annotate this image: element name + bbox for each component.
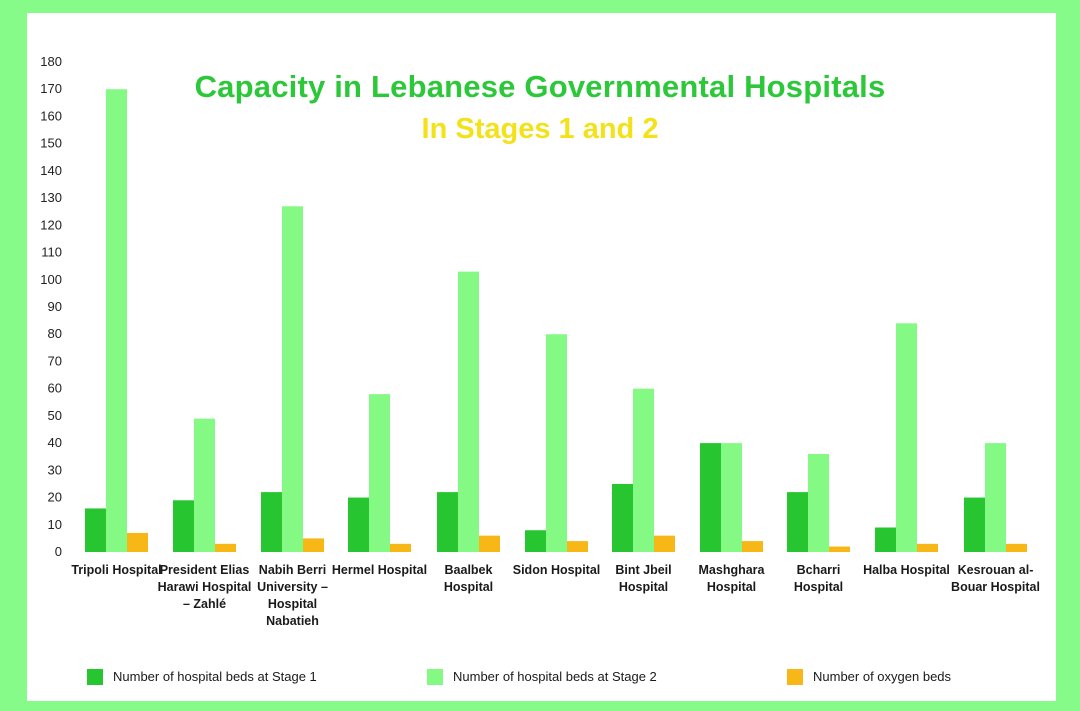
y-tick-label: 80 (48, 326, 62, 341)
bar-stage1 (525, 530, 546, 552)
y-tick-label: 140 (40, 163, 62, 178)
bar-stage2 (369, 394, 390, 552)
y-tick-label: 40 (48, 435, 62, 450)
chart-frame (27, 13, 1056, 701)
bar-oxygen (567, 541, 588, 552)
x-tick-label: Hermel Hospital (331, 563, 428, 577)
bar-stage1 (437, 492, 458, 552)
legend-swatch (427, 669, 443, 685)
chart-title: Capacity in Lebanese Governmental Hospit… (194, 69, 886, 104)
bar-stage1 (173, 500, 194, 552)
bar-oxygen (829, 546, 850, 552)
bar-stage1 (875, 527, 896, 552)
bar-oxygen (479, 535, 500, 552)
x-tick-label: Bint Jbeil Hospital (615, 563, 672, 594)
y-tick-label: 0 (55, 544, 62, 559)
x-tick-label: Sidon Hospital (512, 563, 601, 577)
bar-oxygen (390, 543, 411, 552)
y-tick-label: 50 (48, 408, 62, 423)
bar-stage1 (964, 497, 985, 552)
x-tick-label: Kesrouan al-Bouar Hospital (951, 563, 1040, 594)
bar-stage2 (458, 271, 479, 552)
x-tick-label: Bcharri Hospital (793, 563, 844, 594)
y-tick-label: 180 (40, 54, 62, 69)
y-tick-label: 90 (48, 299, 62, 314)
bar-oxygen (1006, 543, 1027, 552)
legend-label: Number of hospital beds at Stage 2 (453, 669, 657, 684)
bar-oxygen (742, 541, 763, 552)
x-tick-label: Mashghara Hospital (698, 563, 765, 594)
bar-stage2 (721, 443, 742, 552)
y-axis: 0 10 20 30 40 50 60 70 80 90 100 110 120 130 140 150 160… (40, 54, 62, 559)
y-tick-label: 100 (40, 272, 62, 287)
legend-label: Number of oxygen beds (813, 669, 952, 684)
bar-oxygen (303, 538, 324, 552)
bar-oxygen (654, 535, 675, 552)
x-tick-label: Baalbek Hospital (443, 563, 494, 594)
bar-stage2 (633, 388, 654, 552)
legend-label: Number of hospital beds at Stage 1 (113, 669, 317, 684)
bar-stage2 (896, 323, 917, 552)
x-tick-label: Tripoli Hospital (71, 563, 162, 577)
y-tick-label: 20 (48, 490, 62, 505)
bar-stage1 (612, 483, 633, 552)
x-tick-label: Halba Hospital (863, 563, 950, 577)
bar-oxygen (215, 543, 236, 552)
y-tick-label: 70 (48, 353, 62, 368)
x-tick-label: President Elias Harawi Hospital – Zahlé (157, 563, 252, 611)
bar-oxygen (917, 543, 938, 552)
chart-subtitle: In Stages 1 and 2 (421, 113, 659, 145)
bar-stage2 (546, 334, 567, 552)
bar-stage2 (106, 89, 127, 552)
bar-stage2 (194, 418, 215, 552)
legend-swatch (87, 669, 103, 685)
bar-stage2 (985, 443, 1006, 552)
bars (85, 89, 1027, 552)
y-tick-label: 150 (40, 136, 62, 151)
bar-stage1 (85, 508, 106, 552)
y-tick-label: 30 (48, 462, 62, 477)
y-tick-label: 170 (40, 81, 62, 96)
legend-swatch (787, 669, 803, 685)
y-tick-label: 10 (48, 517, 62, 532)
bar-stage1 (787, 492, 808, 552)
bar-stage1 (348, 497, 369, 552)
y-tick-label: 110 (41, 245, 62, 260)
bar-stage1 (261, 492, 282, 552)
y-tick-label: 130 (40, 190, 62, 205)
y-tick-label: 160 (40, 108, 62, 123)
bar-stage1 (700, 443, 721, 552)
y-tick-label: 60 (48, 381, 62, 396)
x-tick-label: Nabih Berri University – Hospital Nabati… (257, 563, 328, 628)
bar-stage2 (282, 206, 303, 552)
y-tick-label: 120 (40, 217, 62, 232)
bar-oxygen (127, 532, 148, 552)
bar-stage2 (808, 454, 829, 552)
